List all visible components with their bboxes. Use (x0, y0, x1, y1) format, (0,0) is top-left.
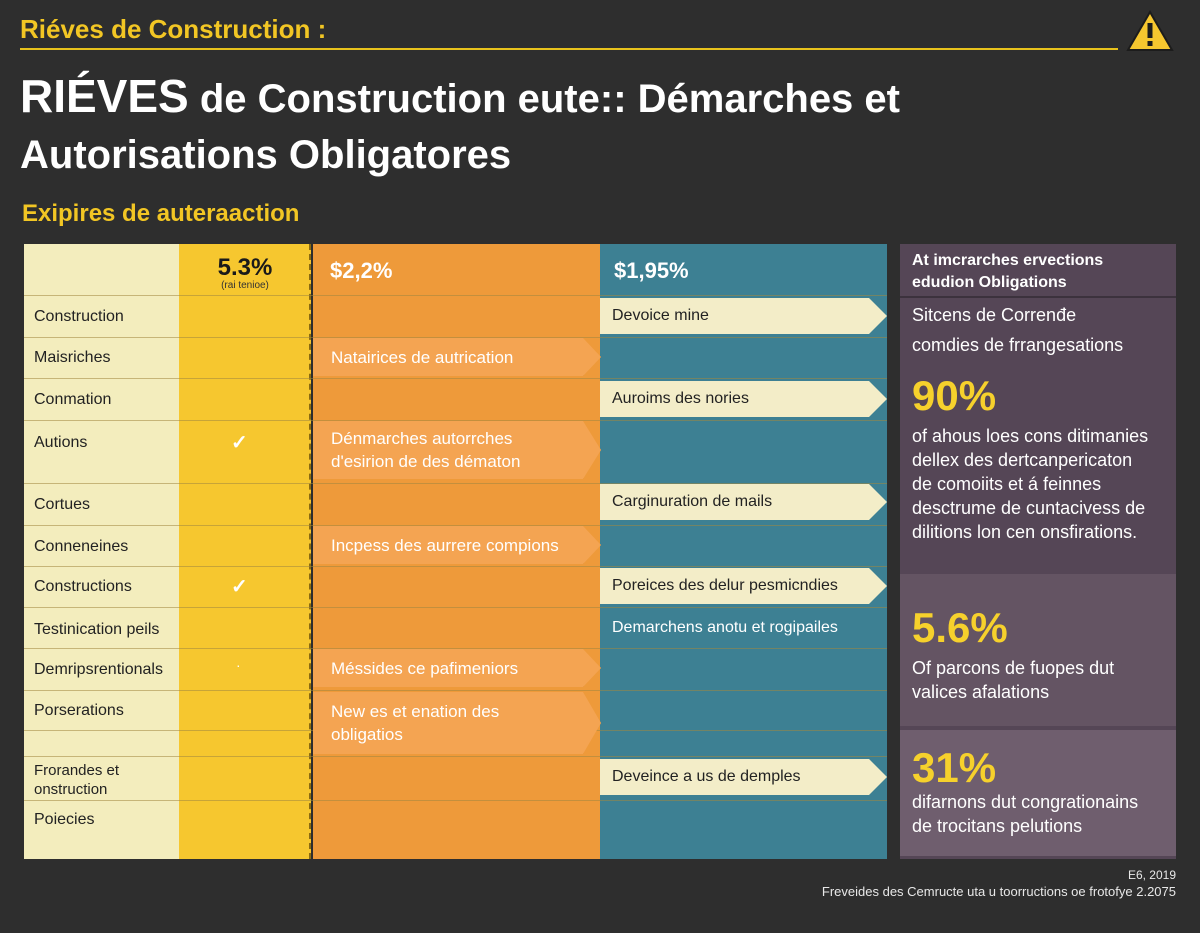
stats-panel-divider (900, 296, 1176, 298)
footer-date: E6, 2019 (1127, 868, 1176, 882)
orange-arrow-label: Dénmarches autorrches d'esirion de des d… (313, 421, 601, 479)
row-label: Conneneines (34, 538, 129, 555)
section-title: Exipires de auteraaction (22, 200, 300, 227)
orange-arrow-text: Incpess des aurrere compions (331, 535, 559, 555)
yellow-header-value: 5.3% (217, 254, 273, 281)
row-divider (24, 337, 887, 338)
row-divider (24, 648, 887, 649)
yellow-header: 5.3% (rai tenioe) (200, 254, 290, 291)
yellow-header-sub: (rai tenioe) (221, 280, 269, 291)
stats-panel-box-2 (900, 574, 1176, 726)
stat-value: 90% (912, 372, 997, 419)
row-label: Testinication peils (34, 621, 160, 638)
check-icon: ✓ (231, 432, 248, 454)
teal-arrow-text: Carginuration de mails (612, 493, 773, 510)
row-label: Conmation (34, 391, 112, 408)
page-title-line1: de Construction eute:: Démarches et (188, 77, 900, 121)
orange-arrow-label: Natairices de autrication (313, 338, 601, 376)
teal-arrow-label: Devoice mine (600, 298, 887, 334)
check-icon: ✓ (231, 576, 248, 598)
page-title-big: RIÉVES (20, 70, 189, 122)
top-title: Riéves de Construction : (20, 14, 327, 44)
page-title-line2: Autorisations Obligatores (20, 133, 512, 177)
row-divider (24, 566, 887, 567)
stats-panel-heading: At imcrarches ervections edudion Obligat… (912, 252, 1104, 291)
row-label: Construction (34, 308, 124, 325)
row-divider (24, 690, 887, 691)
row-divider (24, 378, 887, 379)
row-label: Demripsrentionals (34, 661, 163, 678)
orange-arrow-text: Dénmarches autorrches d'esirion de des d… (331, 429, 521, 471)
row-label: Frorandes et onstruction (34, 762, 120, 798)
stat-value: 5.6% (912, 604, 1008, 651)
teal-arrow-text: Devoice mine (612, 307, 709, 324)
row-divider (24, 525, 887, 526)
stat-value: 31% (912, 744, 997, 791)
orange-header-value: $2,2% (330, 258, 393, 283)
stats-panel-subtitle: Sitcens de Correnđe comdies de frrangesa… (912, 305, 1124, 355)
row-label: Porserations (34, 702, 124, 719)
row-label: Constructions (34, 578, 132, 595)
row-divider (24, 800, 887, 801)
teal-arrow-label: Auroims des nories (600, 381, 887, 417)
row-label: Maisriches (34, 349, 111, 366)
teal-arrow-text: Poreices des delur pesmicndies (612, 577, 838, 594)
stats-panel-box-3 (900, 730, 1176, 856)
teal-row-text: Demarchens anotu et rogipailes (612, 619, 838, 636)
orange-arrow-label: New es et enation des obligatios (313, 692, 601, 754)
teal-arrow-text: Deveince a us de demples (612, 768, 801, 785)
stat-description: Of parcons de fuopes dut valices afalati… (912, 658, 1115, 702)
footer-source: Freveides des Cemructe uta u toorruction… (821, 884, 1176, 899)
stat-description: of ahous loes cons ditimanies dellex des… (912, 426, 1149, 542)
row-divider (24, 420, 887, 421)
teal-arrow-label: Poreices des delur pesmicndies (600, 568, 887, 604)
orange-arrow-label: Méssides ce pafimeniors (313, 649, 601, 687)
row-divider (24, 756, 887, 757)
orange-arrow-label: Incpess des aurrere compions (313, 526, 601, 564)
row-label: Autions (34, 434, 88, 451)
warning-triangle-icon (1126, 10, 1174, 51)
teal-arrow-label: Carginuration de mails (600, 484, 887, 520)
stat-description: difarnons dut congrationains de trocitan… (912, 792, 1139, 836)
orange-arrow-text: Méssides ce pafimeniors (331, 658, 519, 678)
page-title: RIÉVES de Construction eute:: Démarches … (20, 68, 1170, 183)
row-divider (24, 607, 887, 608)
row-divider (24, 483, 887, 484)
teal-arrow-text: Auroims des nories (612, 390, 749, 407)
orange-arrow-text: New es et enation des obligatios (331, 702, 500, 744)
row-label: Cortues (34, 496, 91, 513)
teal-arrow-label: Deveince a us de demples (600, 759, 887, 795)
dot-icon: · (236, 657, 241, 673)
teal-header-value: $1,95% (614, 258, 689, 283)
header-bar: Riéves de Construction : (20, 10, 1118, 50)
row-label: Poiecies (34, 811, 95, 828)
orange-arrow-text: Natairices de autrication (331, 347, 514, 367)
row-divider (24, 295, 887, 296)
